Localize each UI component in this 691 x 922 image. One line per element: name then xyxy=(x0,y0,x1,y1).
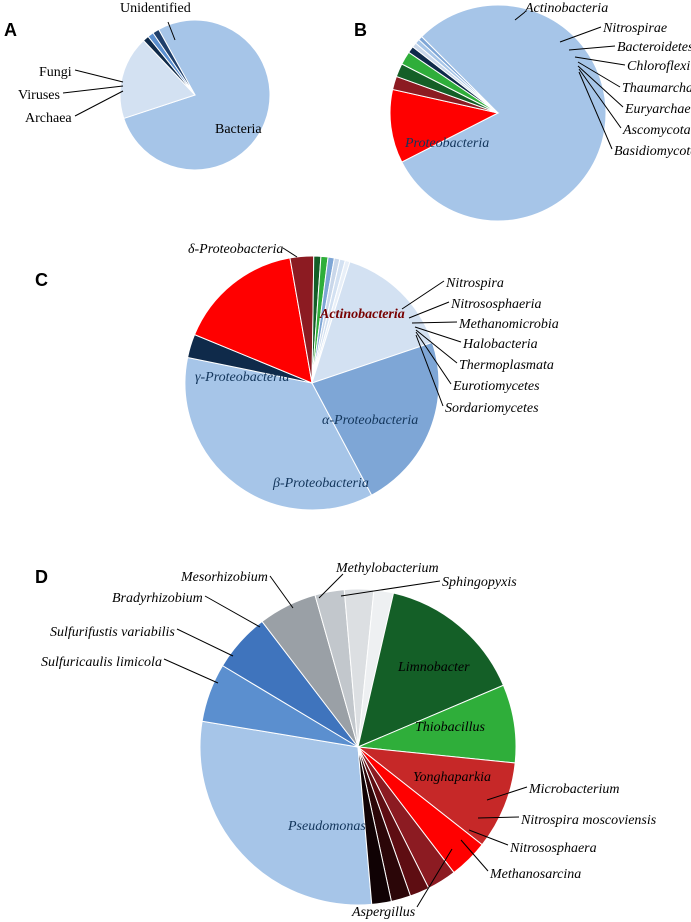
leader-line xyxy=(177,629,233,656)
slice-label-sulfurifustis-variabilis: Sulfurifustis variabilis xyxy=(50,625,175,641)
leader-line xyxy=(164,659,218,683)
figure-stage: ABacteriaUnidentifiedFungiVirusesArchaea… xyxy=(0,0,691,922)
slice-label-bradyrhizobium: Bradyrhizobium xyxy=(112,591,203,607)
slice-label-limnobacter: Limnobacter xyxy=(398,660,470,676)
slice-label-pseudomonas: Pseudomonas xyxy=(288,819,366,835)
slice-label-methylobacterium: Methylobacterium xyxy=(336,561,439,577)
slice-label-methanosarcina: Methanosarcina xyxy=(490,867,581,883)
leader-line xyxy=(270,576,293,608)
slice-label-mesorhizobium: Mesorhizobium xyxy=(181,570,268,586)
slice-label-nitrososphaera: Nitrososphaera xyxy=(510,841,597,857)
slice-label-nitrospira-moscoviensis: Nitrospira moscoviensis xyxy=(521,813,656,829)
slice-label-aspergillus: Aspergillus xyxy=(352,905,415,921)
slice-label-sulfuricaulis-limicola: Sulfuricaulis limicola xyxy=(41,655,162,671)
slice-label-thiobacillus: Thiobacillus xyxy=(415,720,485,736)
slice-label-sphingopyxis: Sphingopyxis xyxy=(442,575,517,591)
slice-label-yonghaparkia: Yonghaparkia xyxy=(413,770,491,786)
slice-pseudomonas xyxy=(200,721,372,905)
leader-line xyxy=(205,596,260,627)
slice-label-microbacterium: Microbacterium xyxy=(529,782,619,798)
